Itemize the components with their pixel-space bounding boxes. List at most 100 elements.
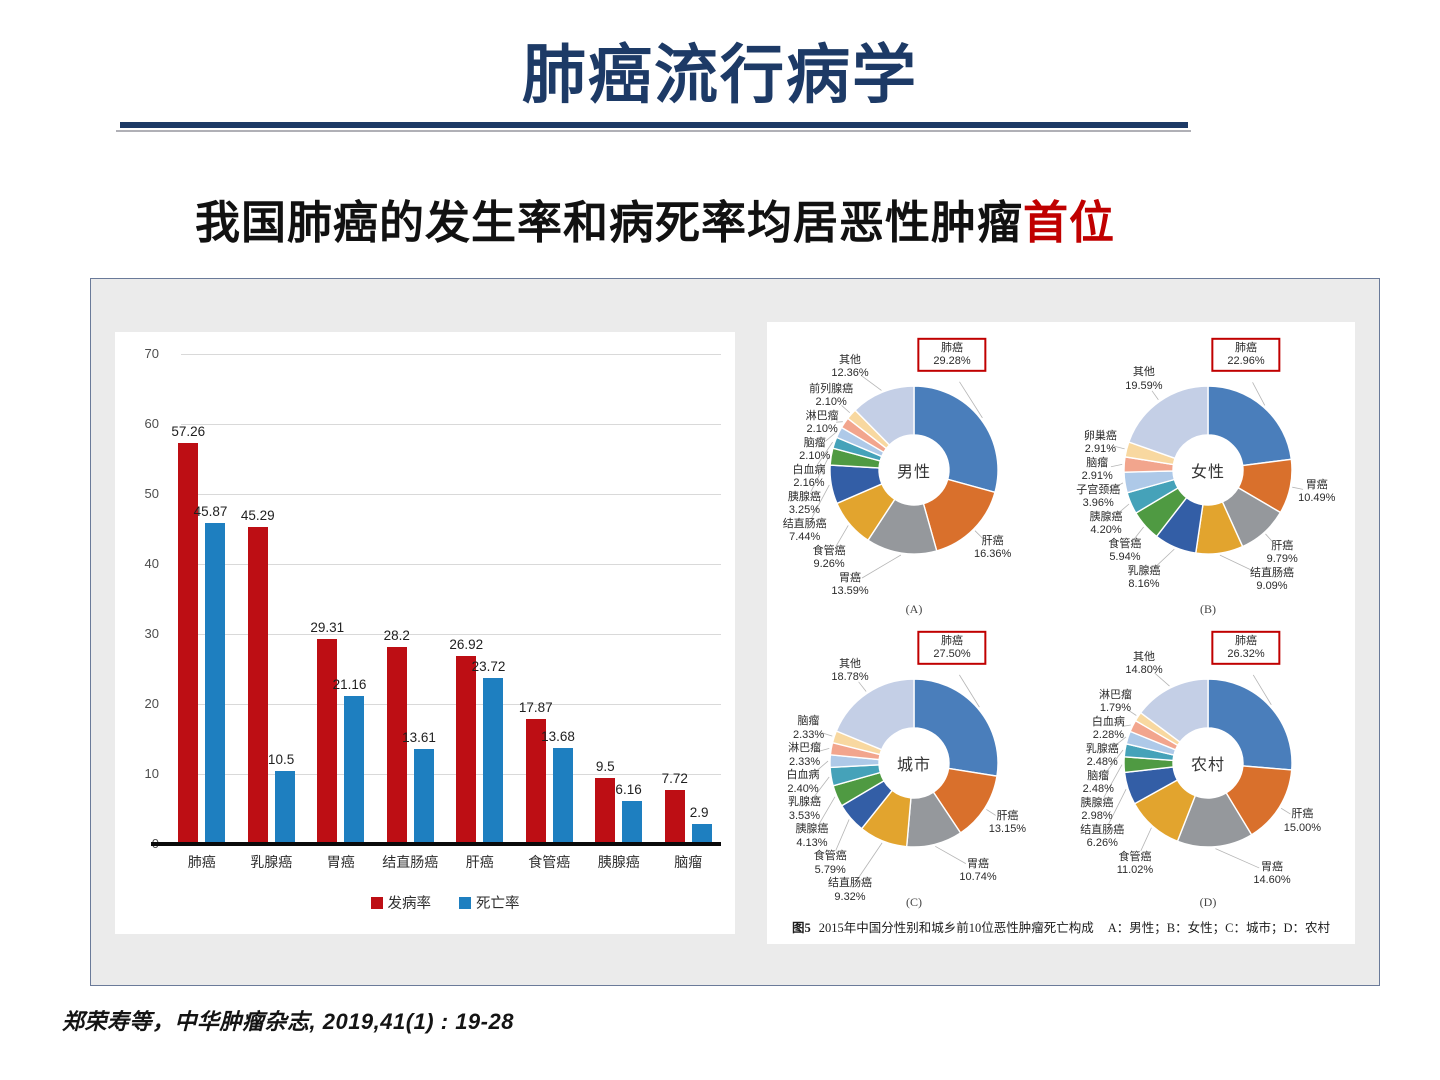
incidence-bar — [178, 443, 199, 844]
pie-label-脑瘤: 脑瘤 2.33% — [793, 715, 824, 741]
bar-value-label: 57.26 — [171, 424, 206, 440]
pie-label-name: 乳腺癌 — [1127, 564, 1161, 577]
pie-label-其他: 其他 14.80% — [1125, 651, 1162, 677]
pie-label-name: 食管癌 — [812, 544, 846, 557]
label-leader-line — [1215, 848, 1260, 869]
pie-chart-女性: 肺癌 22.96% 胃癌 10.49% 肝癌 9.79% 结直肠癌 9.09% 乳腺癌 8.16%… — [1061, 324, 1355, 617]
label-leader-line — [812, 776, 830, 799]
pie-label-name: 结直肠癌 — [828, 877, 872, 890]
pie-label-name: 淋巴瘤 — [1098, 688, 1132, 701]
pie-label-乳腺癌: 乳腺癌 3.53% — [788, 796, 821, 822]
pie-label-value: 2.48% — [1082, 782, 1114, 795]
pie-slice-肺癌 — [913, 385, 999, 494]
pie-chart-城市: 肺癌 27.50% 肝癌 13.15% 胃癌 10.74% 结直肠癌 9.32% 食管癌 5.79… — [767, 617, 1061, 910]
incidence-legend-label: 发病率 — [387, 896, 432, 912]
label-leader-line — [974, 530, 984, 539]
y-axis-tick: 20 — [144, 696, 159, 711]
bar-value-label: 29.31 — [310, 619, 345, 635]
bar-group: 45.29 10.5 — [237, 354, 307, 844]
pie-label-白血病: 白血病 2.28% — [1092, 715, 1125, 741]
pie-svg — [1110, 382, 1304, 575]
label-leader-line — [810, 456, 830, 492]
pie-label-value: 18.78% — [831, 670, 869, 683]
pie-label-value: 7.44% — [789, 531, 821, 544]
bar-value-label: 17.87 — [518, 699, 553, 715]
pie-chart-男性: 肺癌 29.28% 肝癌 16.36% 胃癌 13.59% 食管癌 9.26% 结直肠癌 7.44… — [767, 324, 1061, 617]
pie-charts-panel: 肺癌 29.28% 肝癌 16.36% 胃癌 13.59% 食管癌 9.26% 结直肠癌 7.44… — [767, 322, 1355, 944]
pie-label-name: 肝癌 — [1271, 539, 1294, 552]
bar-value-label: 2.9 — [689, 804, 709, 820]
pie-panel-letter: (B) — [1200, 602, 1216, 616]
y-axis-tick: 70 — [144, 346, 159, 361]
incidence-bar-wrap: 29.31 — [310, 620, 344, 844]
pie-label-name: 肺癌 — [1235, 634, 1257, 647]
pie-label-value: 4.13% — [796, 836, 828, 849]
pie-label-脑瘤: 脑瘤 2.91% — [1082, 457, 1113, 483]
pie-center-label: 男性 — [896, 464, 932, 481]
citation: 郑荣寿等，中华肿瘤杂志, 2019,41(1) : 19-28 — [62, 1009, 514, 1034]
incidence-bar-wrap: 57.26 — [171, 424, 205, 844]
subtitle-highlight: 首位 — [1023, 197, 1116, 248]
mortality-swatch-icon — [459, 896, 471, 909]
label-leader-line — [1113, 445, 1125, 450]
pie-label-结直肠癌: 结直肠癌 9.09% — [1250, 567, 1294, 593]
label-leader-line — [1252, 382, 1266, 406]
mortality-bar-wrap: 13.68 — [541, 729, 575, 844]
pie-label-value: 2.16% — [793, 477, 825, 490]
pie-label-name: 结直肠癌 — [782, 517, 827, 530]
pie-label-胃癌: 胃癌 13.59% — [831, 572, 868, 598]
label-leader-line — [959, 381, 983, 419]
pie-label-value: 19.59% — [1125, 379, 1163, 392]
label-leader-line — [1110, 463, 1123, 468]
label-leader-line — [1122, 724, 1131, 727]
mortality-bar — [413, 748, 434, 844]
pie-slice-肺癌 — [913, 678, 999, 777]
pie-label-name: 其他 — [1132, 366, 1155, 379]
pie-label-肝癌: 肝癌 9.79% — [1267, 539, 1298, 565]
pie-label-胰腺癌: 胰腺癌 4.13% — [795, 823, 828, 849]
mortality-bar-wrap: 6.16 — [615, 782, 643, 844]
bar-category-label: 胰腺癌 — [597, 854, 640, 870]
pie-label-name: 淋巴瘤 — [805, 409, 839, 422]
label-leader-line — [817, 747, 830, 752]
bar-group: 57.26 45.87 — [167, 354, 237, 844]
label-leader-line — [1106, 749, 1124, 772]
bar-value-label: 21.16 — [332, 676, 367, 692]
pie-label-name: 脑瘤 — [797, 715, 820, 728]
incidence-bar — [386, 646, 407, 844]
pie-label-肝癌: 肝癌 16.36% — [974, 535, 1011, 561]
pie-svg — [810, 375, 999, 579]
pie-label-value: 13.59% — [831, 585, 869, 598]
gridline — [181, 774, 721, 775]
pie-label-name: 肝癌 — [1291, 808, 1314, 821]
pie-label-value: 14.80% — [1125, 663, 1163, 676]
pie-label-value: 10.49% — [1298, 492, 1336, 505]
bar-group: 29.31 21.16 — [306, 354, 376, 844]
pie-label-食管癌: 食管癌 5.79% — [814, 850, 847, 876]
pie-label-name: 结直肠癌 — [1250, 566, 1294, 579]
bar-value-label: 26.92 — [449, 636, 484, 652]
pie-label-value: 9.79% — [1266, 552, 1298, 565]
pie-label-淋巴瘤: 淋巴瘤 2.33% — [788, 742, 821, 768]
label-leader-line — [1126, 709, 1137, 716]
pie-label-value: 9.32% — [834, 890, 866, 903]
bar-category-label: 结直肠癌 — [382, 854, 439, 870]
pie-label-value: 2.28% — [1092, 728, 1124, 741]
label-leader-line — [986, 809, 996, 816]
pie-label-name: 结直肠癌 — [1080, 823, 1125, 836]
pie-label-肝癌: 肝癌 13.15% — [989, 810, 1026, 836]
incidence-bar — [317, 638, 338, 844]
pie-label-其他: 其他 19.59% — [1125, 366, 1162, 392]
pie-center-label: 城市 — [896, 757, 932, 774]
pie-label-name: 卵巢癌 — [1083, 429, 1117, 442]
y-axis-tick: 30 — [144, 626, 159, 641]
pie-label-胰腺癌: 胰腺癌 3.25% — [788, 491, 821, 517]
bar-value-label: 23.72 — [471, 658, 506, 674]
incidence-bar — [525, 718, 546, 844]
pie-label-name: 食管癌 — [1108, 537, 1142, 550]
underline-shadow-bar — [116, 130, 1191, 132]
pie-slice-其他 — [835, 678, 915, 751]
pie-label-name: 食管癌 — [813, 850, 847, 863]
pie-label-name: 肺癌 — [1235, 341, 1257, 354]
incidence-bar — [595, 777, 616, 844]
